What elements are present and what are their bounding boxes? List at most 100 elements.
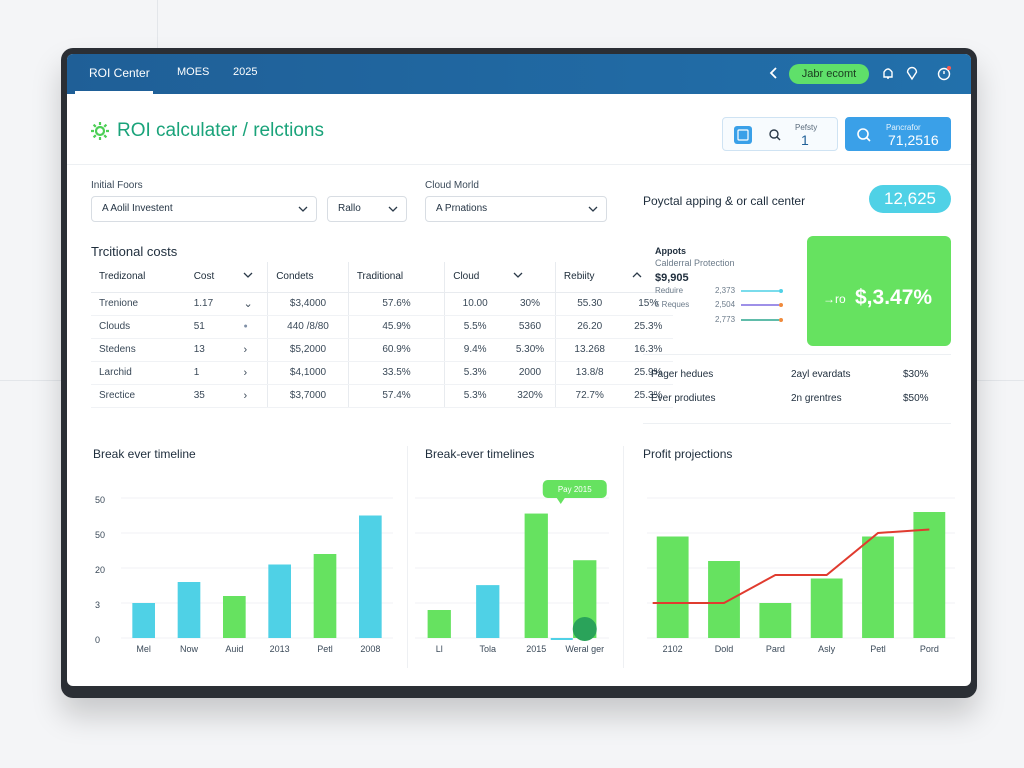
bar[interactable] <box>759 603 792 638</box>
total-box-value: 71,2516 <box>888 132 939 148</box>
bar[interactable] <box>268 564 291 639</box>
mini-row1-value: 2,373 <box>715 286 736 295</box>
table-body: Trenione 1.17 ⌄ $3,4000 57.6% 10.00 30% 55.30 15… <box>91 292 673 408</box>
bar[interactable] <box>223 596 246 638</box>
table-cell: $4,1000 <box>267 361 349 385</box>
initial-investment-select[interactable]: A Aolil Investent <box>91 196 317 222</box>
share-icon[interactable] <box>765 64 783 82</box>
bar[interactable] <box>810 578 843 639</box>
x-tick-label: 2102 <box>663 644 683 654</box>
mini-row3-value: 2,773 <box>715 315 736 324</box>
summary-box-value: 1 <box>801 132 809 148</box>
col-header-chevron[interactable] <box>505 262 556 293</box>
page-title-text: ROI calculater / relctions <box>117 120 324 141</box>
bar[interactable] <box>524 513 548 638</box>
table-cell: $5,2000 <box>267 338 349 362</box>
table-row[interactable]: Clouds 51 ● 440 /8/80 45.9% 5.5% 5360 26.20 25.3… <box>91 315 673 339</box>
milestone-marker[interactable] <box>572 617 597 641</box>
initial-investment-value: A Aolil Investent <box>102 203 173 214</box>
sparkline-3-dot <box>779 318 783 322</box>
summary-box[interactable]: Pefsty 1 <box>722 117 838 151</box>
bar[interactable] <box>708 561 740 638</box>
app-title[interactable]: ROI Center <box>89 66 150 80</box>
x-tick-label: 2013 <box>270 644 290 654</box>
bar[interactable] <box>313 554 337 638</box>
y-tick-label: 0 <box>95 635 100 645</box>
bell-icon[interactable] <box>879 64 897 82</box>
x-tick-label: Tola <box>479 644 496 654</box>
bar[interactable] <box>913 512 946 638</box>
col-header[interactable]: Rebiity <box>554 262 624 293</box>
table-cell: 55.30 <box>554 292 624 316</box>
table-cell: 1 <box>185 361 236 385</box>
table-cell: 45.9% <box>347 315 445 339</box>
col-header-chevron[interactable] <box>235 262 268 293</box>
table-row[interactable]: Trenione 1.17 ⌄ $3,4000 57.6% 10.00 30% 55.30 15… <box>91 292 673 316</box>
total-badge: 12,625 <box>869 185 951 213</box>
table-header-row: Tredizonal Cost Condets Traditional Clou… <box>91 262 673 293</box>
chevron-down-icon: ⌄ <box>235 292 268 316</box>
timer-icon[interactable] <box>935 64 953 82</box>
menu-year[interactable]: 2025 <box>233 66 258 78</box>
table-cell: 440 /8/80 <box>267 315 349 339</box>
mini-title: Appots <box>655 246 686 256</box>
table-row[interactable]: Srectice 35 › $3,7000 57.4% 5.3% 320% 72.7% 25.3… <box>91 384 673 408</box>
background-line <box>974 380 1024 381</box>
cloud-model-select[interactable]: A Prnations <box>425 196 607 222</box>
menu-moes[interactable]: MOES <box>177 66 210 78</box>
table-cell: 57.4% <box>347 384 445 408</box>
ratio-value: Rallo <box>338 203 361 214</box>
col-header[interactable]: Cloud <box>444 262 506 293</box>
profit-line <box>652 528 930 604</box>
table-row[interactable]: Stedens 13 › $5,2000 60.9% 9.4% 5.30% 13.268 16.… <box>91 338 673 362</box>
table-cell: Clouds <box>91 315 186 339</box>
ratio-select[interactable]: Rallo <box>327 196 407 222</box>
search-icon <box>769 129 781 141</box>
table-cell: 13.8/8 <box>554 361 624 385</box>
col-header[interactable]: Tredizonal <box>91 262 186 293</box>
info-dot-icon: ● <box>235 315 268 339</box>
annotation-text: Pay 2015 <box>558 485 592 494</box>
bar[interactable] <box>427 610 451 638</box>
table-cell: 1.17 <box>185 292 236 316</box>
table-cell: 5.3% <box>444 361 506 385</box>
table-cell: 60.9% <box>347 338 445 362</box>
chart-title: Break ever timeline <box>93 447 196 461</box>
table-row[interactable]: Larchid 1 › $4,1000 33.5% 5.3% 2000 13.8/8 25.9% <box>91 361 673 385</box>
bar[interactable] <box>476 585 500 638</box>
bar[interactable] <box>862 536 894 639</box>
table-cell: 9.4% <box>444 338 506 362</box>
total-box[interactable]: Pancrafor 71,2516 <box>845 117 951 151</box>
annotation-bg <box>542 480 607 498</box>
bar[interactable] <box>132 603 155 638</box>
y-tick-label: 50 <box>95 530 105 540</box>
table-cell: 15% <box>623 292 673 316</box>
y-tick-label: 50 <box>95 495 105 505</box>
table-cell: Srectice <box>91 384 186 408</box>
location-icon[interactable] <box>903 64 921 82</box>
bar[interactable] <box>359 515 382 639</box>
table-cell: 5360 <box>505 315 556 339</box>
table-cell: 35 <box>185 384 236 408</box>
table-cell: Stedens <box>91 338 186 362</box>
table-cell: 13.268 <box>554 338 624 362</box>
stat2-mid: 2n grentres <box>791 393 842 404</box>
table-title: Trcitional costs <box>91 244 178 259</box>
y-tick-label: 20 <box>95 565 105 575</box>
top-bar: ROI Center MOES 2025 Jabr ecomt <box>67 54 971 94</box>
chevron-up-icon <box>632 272 641 278</box>
col-header[interactable]: Cost <box>185 262 236 293</box>
col-header[interactable]: Traditional <box>347 262 445 293</box>
x-tick-label: 2008 <box>360 644 380 654</box>
col-header[interactable]: Condets <box>267 262 349 293</box>
col-header-chevron[interactable] <box>623 262 673 293</box>
account-pill-button[interactable]: Jabr ecomt <box>789 64 869 84</box>
table-cell: 57.6% <box>347 292 445 316</box>
sparkline-2-dot <box>779 303 783 307</box>
bar[interactable] <box>177 582 201 638</box>
bar[interactable] <box>656 536 689 639</box>
chart-break-even-timelines: Break-ever timelines Ll Tola 2015 Weral ger P… <box>413 438 617 668</box>
stat2-label: Ever prodiutes <box>651 393 716 404</box>
table-cell: $3,4000 <box>267 292 349 316</box>
mini-summary-card: Appots Calderral Protection $9,905 Redui… <box>643 230 953 342</box>
